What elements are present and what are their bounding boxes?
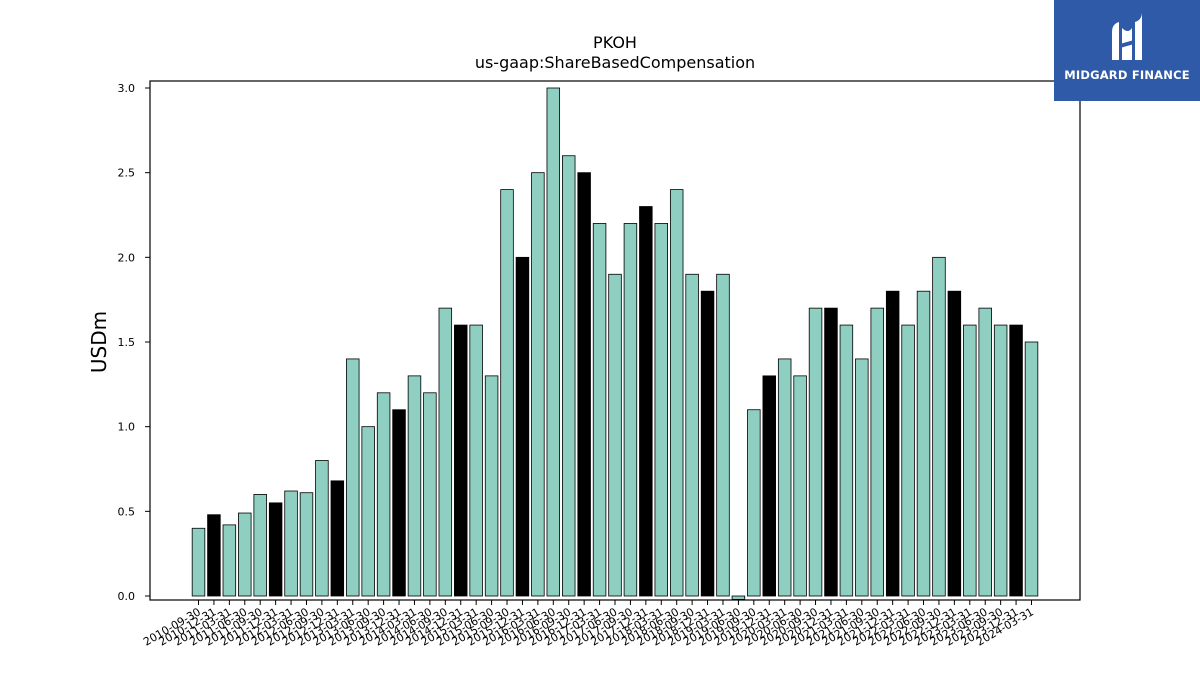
y-tick-label: 2.0 — [118, 251, 136, 264]
bar — [747, 409, 761, 597]
bar — [885, 290, 900, 597]
bar — [685, 273, 699, 597]
bar — [608, 273, 622, 597]
bar — [330, 480, 345, 597]
chart-subtitle: us-gaap:ShareBasedCompensation — [475, 53, 755, 72]
bar — [700, 290, 715, 597]
y-ticks-group: 0.0 0.5 1.0 1.5 2.0 2.5 3.0 — [118, 82, 150, 603]
bar — [546, 87, 561, 597]
bar — [392, 409, 406, 597]
bar — [963, 324, 977, 597]
bar — [623, 223, 638, 597]
bar — [993, 324, 1008, 597]
bar — [376, 392, 391, 597]
bar — [932, 256, 946, 597]
bar — [1024, 341, 1039, 597]
chart-title: PKOH — [593, 33, 637, 52]
bar — [793, 375, 807, 597]
y-axis-label: USDm — [87, 311, 111, 373]
bar — [577, 172, 591, 597]
brand-name: MIDGARD FINANCE — [1064, 68, 1190, 82]
plot-frame — [149, 80, 1081, 601]
brand-logo: MIDGARD FINANCE — [1054, 0, 1200, 101]
bar — [762, 375, 776, 597]
bar — [716, 273, 730, 597]
bar — [361, 426, 375, 597]
bar — [562, 155, 576, 597]
midgard-logo-icon — [1112, 12, 1142, 60]
y-tick-label: 1.5 — [118, 336, 136, 349]
bar — [469, 324, 483, 597]
bar — [268, 502, 283, 597]
x-ticks-group: 2010-09-302010-12-312011-03-312011-06-30… — [141, 600, 1036, 649]
bar — [454, 324, 468, 597]
bar — [299, 492, 314, 597]
bar — [978, 307, 992, 597]
y-tick-label: 1.0 — [118, 421, 136, 434]
bar — [207, 514, 221, 597]
bar — [639, 206, 653, 597]
bar — [947, 290, 962, 597]
bar — [500, 189, 514, 597]
y-tick-label: 3.0 — [118, 82, 136, 95]
y-tick-label: 0.0 — [118, 590, 136, 603]
bar — [191, 527, 206, 597]
bar — [777, 358, 792, 597]
bar — [731, 595, 746, 600]
bar — [654, 223, 669, 597]
bar — [916, 290, 931, 597]
bar — [531, 172, 545, 597]
bar — [253, 493, 267, 597]
bar — [669, 189, 684, 597]
bar — [438, 307, 453, 597]
bar — [901, 324, 915, 597]
bar — [222, 524, 237, 597]
y-tick-label: 0.5 — [118, 505, 136, 518]
bar — [515, 256, 530, 597]
bar — [870, 307, 884, 597]
bar — [284, 490, 298, 597]
bar — [1009, 324, 1023, 597]
y-tick-label: 2.5 — [118, 167, 136, 180]
bar — [407, 375, 422, 597]
bar — [808, 307, 823, 597]
bar — [839, 324, 854, 597]
bar — [824, 307, 838, 597]
bar — [315, 460, 329, 597]
bars-group — [191, 87, 1039, 600]
bar — [423, 392, 437, 597]
bar — [855, 358, 869, 597]
bar — [238, 512, 252, 597]
bar — [592, 223, 607, 597]
bar — [484, 375, 499, 597]
bar — [346, 358, 360, 597]
